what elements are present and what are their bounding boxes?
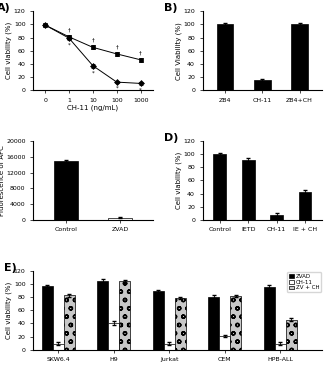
Y-axis label: Cell viability (%): Cell viability (%) — [6, 282, 12, 339]
Text: E): E) — [4, 263, 17, 273]
Text: *: * — [68, 43, 70, 48]
Bar — [291, 24, 308, 90]
Bar — [108, 323, 119, 350]
Bar — [175, 298, 186, 350]
Bar — [219, 336, 230, 350]
Text: †: † — [68, 27, 70, 32]
Text: †: † — [116, 44, 118, 49]
Text: *: * — [92, 70, 94, 75]
Bar — [242, 160, 255, 220]
Bar — [298, 192, 311, 220]
Text: †: † — [139, 50, 142, 55]
Bar — [164, 344, 175, 350]
Bar — [119, 282, 130, 350]
Bar — [217, 24, 233, 90]
Legend: ZVAD, CH-11, ZV + CH: ZVAD, CH-11, ZV + CH — [287, 272, 321, 292]
Y-axis label: Cell viability (%): Cell viability (%) — [175, 152, 182, 209]
Y-axis label: Fluorescence of AFC: Fluorescence of AFC — [0, 145, 5, 216]
Bar — [286, 320, 297, 350]
Bar — [108, 218, 132, 220]
Bar — [208, 297, 219, 350]
X-axis label: CH-11 (ng/mL): CH-11 (ng/mL) — [67, 104, 119, 111]
Bar — [64, 295, 75, 350]
Bar — [230, 296, 241, 350]
Text: A): A) — [0, 3, 11, 14]
Bar — [275, 344, 286, 350]
Bar — [254, 80, 271, 90]
Bar — [97, 281, 108, 350]
Bar — [213, 154, 226, 220]
Text: *: * — [116, 86, 118, 91]
Bar — [270, 215, 283, 220]
Bar — [264, 287, 275, 350]
Y-axis label: Cell Viability (%): Cell Viability (%) — [175, 22, 182, 79]
Bar — [53, 344, 64, 350]
Text: *: * — [139, 87, 142, 92]
Bar — [153, 291, 164, 350]
Y-axis label: Cell viability (%): Cell viability (%) — [6, 22, 12, 79]
Text: D): D) — [164, 133, 179, 143]
Bar — [42, 286, 53, 350]
Bar — [53, 161, 78, 220]
Text: †: † — [92, 38, 94, 43]
Text: B): B) — [164, 3, 178, 14]
